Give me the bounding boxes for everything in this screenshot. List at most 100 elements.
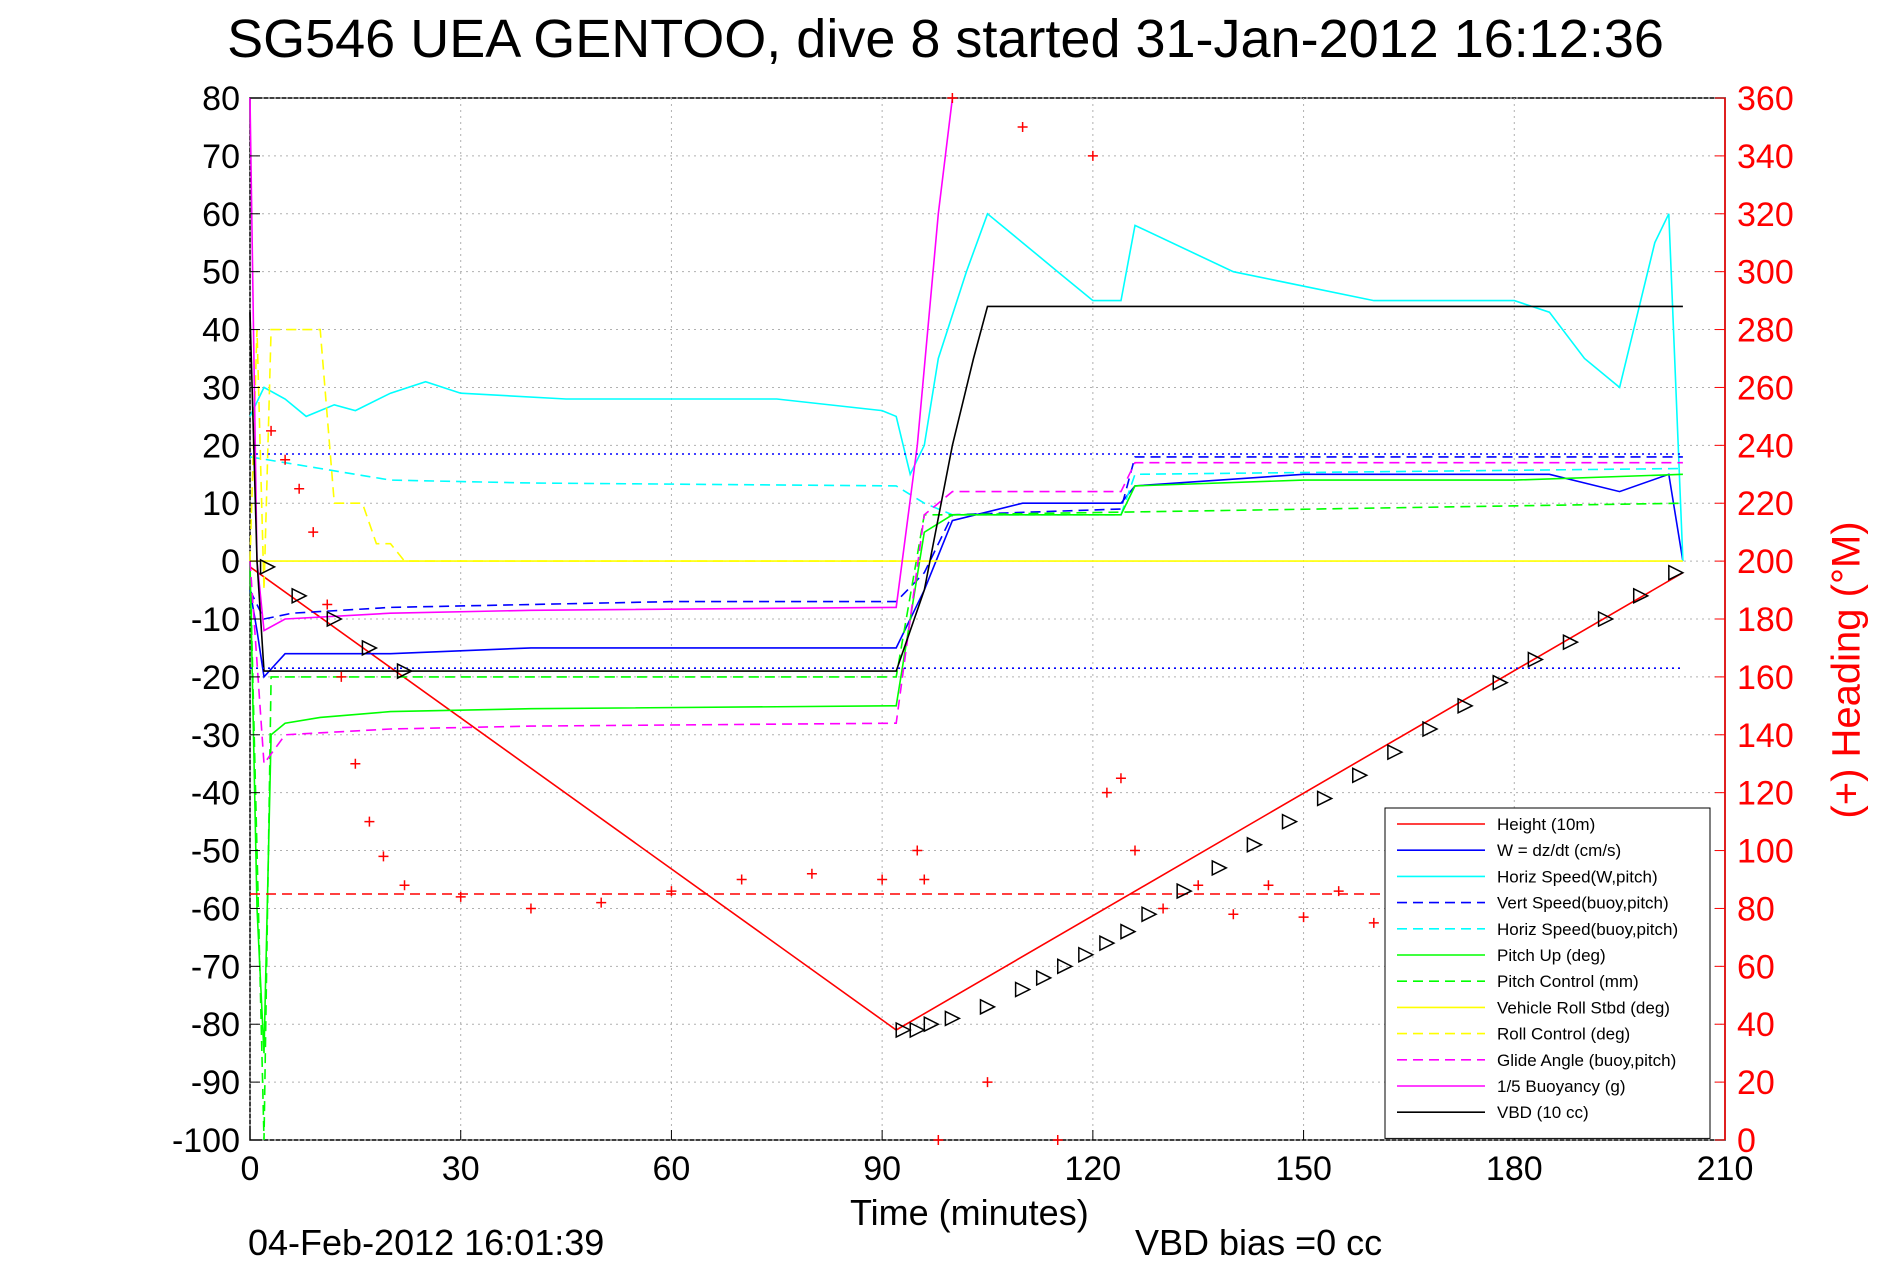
- depth-triangle-marker: [396, 662, 414, 680]
- legend-label: Vehicle Roll Stbd (deg): [1497, 998, 1670, 1017]
- y2-axis-ticks: 3603403203002802602402202001801601401201…: [1715, 80, 1794, 1160]
- heading-marker: [877, 874, 888, 885]
- depth-triangle-marker: [1352, 767, 1369, 784]
- y2-tick-label: 240: [1737, 427, 1794, 465]
- heading-marker: [322, 599, 333, 610]
- x-tick-label: 30: [442, 1150, 480, 1188]
- heading-marker: [364, 816, 375, 827]
- legend-label: Roll Control (deg): [1497, 1025, 1630, 1044]
- heading-marker: [399, 880, 410, 891]
- depth-triangle-marker: [909, 1021, 926, 1039]
- series-line-2: [249, 212, 1684, 562]
- y2-tick-label: 360: [1737, 80, 1794, 118]
- y2-tick-label: 80: [1737, 890, 1775, 928]
- heading-marker: [266, 425, 277, 436]
- heading-marker: [280, 454, 291, 465]
- x-axis-ticks: 0 30 60 90 120 150 180 210: [241, 1130, 1754, 1188]
- x-tick-label: 90: [863, 1150, 901, 1188]
- depth-triangle-marker: [1120, 923, 1137, 940]
- y-tick-label: 70: [202, 138, 240, 176]
- footer-timestamp: 04-Feb-2012 16:01:39: [248, 1222, 605, 1263]
- vbd-bias-label: VBD bias =0 cc: [1135, 1222, 1383, 1263]
- y2-axis-label: (+) Heading (°M): [1824, 521, 1869, 819]
- heading-marker: [806, 868, 817, 879]
- depth-triangle-marker: [1316, 790, 1334, 807]
- y2-tick-label: 280: [1737, 312, 1794, 350]
- legend-label: W = dz/dt (cm/s): [1497, 841, 1621, 860]
- heading-marker: [912, 845, 923, 856]
- depth-triangle-marker: [1246, 836, 1264, 853]
- x-tick-label: 210: [1697, 1150, 1754, 1188]
- depth-triangle-marker: [1014, 981, 1032, 998]
- y-tick-label: 10: [202, 485, 240, 523]
- y-tick-label: 50: [202, 254, 240, 292]
- y-tick-label: 20: [202, 427, 240, 465]
- legend-label: Horiz Speed(W,pitch): [1497, 867, 1658, 886]
- x-tick-label: 180: [1486, 1150, 1543, 1188]
- legend-label: Vert Speed(buoy,pitch): [1497, 894, 1669, 913]
- x-tick-label: 150: [1275, 1150, 1332, 1188]
- heading-marker: [1115, 773, 1126, 784]
- series-lines: [249, 97, 1684, 1141]
- heading-marker: [666, 886, 677, 897]
- depth-triangle-marker: [291, 587, 308, 605]
- depth-triangle-marker: [1387, 743, 1404, 761]
- y-tick-label: 60: [202, 196, 240, 234]
- legend-label: Pitch Up (deg): [1497, 946, 1606, 965]
- legend-label: Glide Angle (buoy,pitch): [1497, 1051, 1676, 1070]
- y-tick-label: -100: [172, 1122, 240, 1160]
- y2-tick-label: 340: [1737, 138, 1794, 176]
- x-tick-label: 0: [241, 1150, 260, 1188]
- y2-tick-label: 300: [1737, 254, 1794, 292]
- x-axis-label: Time (minutes): [850, 1192, 1089, 1233]
- heading-marker: [525, 903, 536, 914]
- heading-marker: [1052, 1135, 1063, 1145]
- y2-tick-label: 220: [1737, 485, 1794, 523]
- heading-marker: [982, 1077, 993, 1088]
- y-tick-label: -30: [191, 717, 240, 755]
- legend-label: VBD (10 cc): [1497, 1103, 1589, 1122]
- heading-marker: [1228, 909, 1239, 920]
- series-line-4: [249, 456, 1683, 516]
- series-line-3: [249, 456, 1683, 620]
- y2-tick-label: 120: [1737, 775, 1794, 813]
- y-tick-label: 80: [202, 80, 240, 118]
- y-tick-label: -50: [191, 833, 240, 871]
- depth-triangle-marker: [1422, 720, 1439, 738]
- heading-marker: [1368, 917, 1379, 928]
- depth-triangle-marker: [1597, 610, 1615, 628]
- y-tick-label: -70: [191, 948, 240, 986]
- depth-triangle-marker: [1457, 697, 1474, 715]
- y2-tick-label: 20: [1737, 1064, 1775, 1102]
- depth-triangle-marker: [1078, 946, 1095, 963]
- depth-triangle-marker: [1632, 587, 1650, 605]
- heading-marker: [596, 897, 607, 908]
- y-tick-label: 40: [202, 312, 240, 350]
- depth-triangle-marker: [1176, 882, 1193, 900]
- y2-tick-label: 60: [1737, 948, 1775, 986]
- depth-triangle-marker: [1562, 633, 1580, 651]
- depth-triangle-marker: [895, 1021, 912, 1039]
- heading-marker: [1130, 845, 1140, 856]
- series-line-6: [249, 502, 1683, 1141]
- y-tick-label: -40: [191, 775, 240, 813]
- y-tick-label: -60: [191, 890, 240, 928]
- y2-tick-label: 40: [1737, 1006, 1775, 1044]
- heading-marker: [1333, 886, 1344, 897]
- legend-box: [1384, 807, 1711, 1139]
- y2-tick-label: 260: [1737, 369, 1794, 407]
- y-tick-label: -10: [191, 601, 240, 639]
- heading-marker: [736, 874, 747, 885]
- depth-triangle-marker: [1281, 813, 1299, 830]
- x-tick-label: 120: [1064, 1150, 1121, 1188]
- heading-marker: [1087, 150, 1098, 161]
- depth-triangle-marker: [1099, 934, 1116, 952]
- heading-marker: [336, 671, 347, 682]
- depth-triangle-marker: [361, 639, 379, 657]
- series-line-9: [249, 461, 1683, 766]
- series-line-8: [249, 328, 897, 591]
- depth-triangle-marker: [1527, 651, 1545, 668]
- heading-marker: [1263, 880, 1274, 891]
- heading-marker: [1158, 903, 1169, 914]
